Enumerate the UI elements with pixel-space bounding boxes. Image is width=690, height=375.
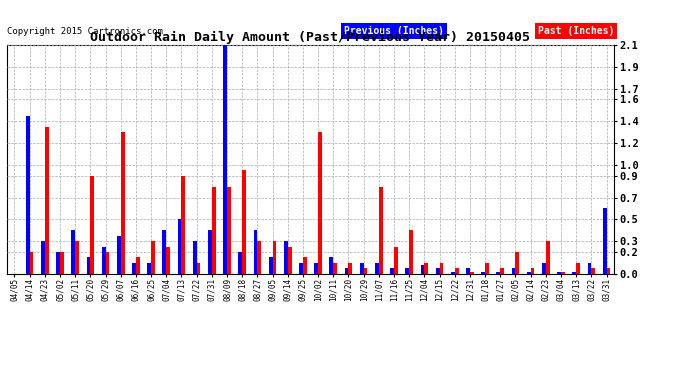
Bar — [348, 263, 353, 274]
Bar — [45, 127, 49, 274]
Bar — [239, 252, 242, 274]
Bar — [178, 219, 181, 274]
Bar — [542, 263, 546, 274]
Bar — [394, 246, 398, 274]
Bar — [224, 45, 227, 274]
Bar — [485, 263, 489, 274]
Bar — [470, 272, 474, 274]
Bar — [273, 241, 276, 274]
Bar — [561, 272, 564, 274]
Bar — [436, 268, 440, 274]
Bar — [60, 252, 64, 274]
Bar — [512, 268, 515, 274]
Bar — [607, 268, 611, 274]
Bar — [333, 263, 337, 274]
Bar — [117, 236, 121, 274]
Bar — [421, 265, 424, 274]
Bar — [424, 263, 428, 274]
Bar — [288, 246, 292, 274]
Bar — [87, 257, 90, 274]
Bar — [75, 241, 79, 274]
Bar — [440, 263, 444, 274]
Bar — [379, 187, 383, 274]
Bar — [515, 252, 520, 274]
Bar — [136, 257, 139, 274]
Bar — [330, 257, 333, 274]
Bar — [315, 263, 318, 274]
Text: Past (Inches): Past (Inches) — [538, 26, 614, 36]
Bar — [197, 263, 201, 274]
Bar — [364, 268, 368, 274]
Bar — [466, 268, 470, 274]
Bar — [546, 241, 550, 274]
Bar — [303, 257, 307, 274]
Bar — [254, 230, 257, 274]
Bar — [318, 132, 322, 274]
Bar — [497, 272, 500, 274]
Bar — [269, 257, 273, 274]
Bar — [573, 272, 576, 274]
Bar — [527, 272, 531, 274]
Bar — [132, 263, 136, 274]
Bar — [375, 263, 379, 274]
Bar — [603, 209, 607, 274]
Bar — [360, 263, 364, 274]
Bar — [451, 272, 455, 274]
Bar — [588, 263, 591, 274]
Bar — [208, 230, 212, 274]
Bar — [121, 132, 124, 274]
Bar — [591, 268, 595, 274]
Title: Outdoor Rain Daily Amount (Past/Previous Year) 20150405: Outdoor Rain Daily Amount (Past/Previous… — [90, 31, 531, 44]
Bar — [106, 252, 110, 274]
Bar — [409, 230, 413, 274]
Bar — [151, 241, 155, 274]
Bar — [406, 268, 409, 274]
Bar — [57, 252, 60, 274]
Bar — [284, 241, 288, 274]
Bar — [558, 272, 561, 274]
Bar — [242, 170, 246, 274]
Bar — [212, 187, 216, 274]
Bar — [163, 230, 166, 274]
Bar — [227, 187, 230, 274]
Bar — [391, 268, 394, 274]
Bar — [531, 268, 534, 274]
Bar — [299, 263, 303, 274]
Bar — [455, 268, 459, 274]
Bar — [90, 176, 95, 274]
Bar — [576, 263, 580, 274]
Bar — [193, 241, 197, 274]
Bar — [30, 252, 34, 274]
Bar — [166, 246, 170, 274]
Bar — [482, 272, 485, 274]
Bar — [181, 176, 185, 274]
Bar — [257, 241, 262, 274]
Text: Previous (Inches): Previous (Inches) — [344, 26, 444, 36]
Bar — [26, 116, 30, 274]
Bar — [345, 268, 348, 274]
Bar — [500, 268, 504, 274]
Bar — [72, 230, 75, 274]
Bar — [102, 246, 106, 274]
Bar — [148, 263, 151, 274]
Text: Copyright 2015 Cartronics.com: Copyright 2015 Cartronics.com — [7, 27, 163, 36]
Bar — [41, 241, 45, 274]
